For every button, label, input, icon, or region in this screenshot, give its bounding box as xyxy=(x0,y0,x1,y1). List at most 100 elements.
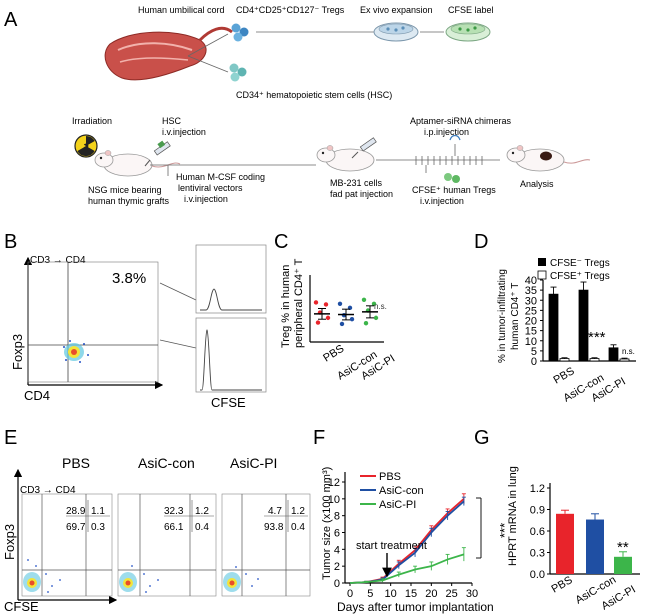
panel-e-gate: CD3 → CD4 xyxy=(20,485,76,496)
panel-f-ytick-label-2: 4 xyxy=(334,544,340,556)
panel-d-ytick-label-7: 35 xyxy=(525,285,537,297)
mb231-mouse-icon xyxy=(316,137,377,172)
panel-f-xtick-label-1: 5 xyxy=(367,588,373,600)
panel-d-ytick-label-6: 30 xyxy=(525,295,537,307)
panel-b-flow: CD3 → CD4 3.8% Foxp3 CD4 CFSE xyxy=(10,244,267,410)
panel-d-cat-pbs: PBS xyxy=(552,365,577,386)
panel-c-significance: n.s. xyxy=(374,302,387,311)
panel-letter-f: F xyxy=(313,427,325,449)
quad-pbs-ur: 1.1 xyxy=(91,506,105,517)
cfse-dish-icon xyxy=(445,22,491,42)
panel-f-significance: *** xyxy=(497,523,512,538)
quad-pi-ur: 1.2 xyxy=(291,506,305,517)
mb231-label-2: fad pat injection xyxy=(330,189,393,199)
panel-d-y-label-2: human CD4⁺ T xyxy=(510,283,521,350)
quad-pbs-ll: 69.7 xyxy=(66,522,86,533)
bar-pbs xyxy=(556,513,574,574)
quad-con-ul: 32.3 xyxy=(164,506,184,517)
panel-f-annotation: start treatment xyxy=(356,540,427,552)
dot-pbs-4 xyxy=(315,320,321,325)
panel-f-ytick-label-4: 8 xyxy=(334,511,340,523)
legend-swatch-cfse-neg xyxy=(538,258,546,266)
dot-asic-pi-4 xyxy=(363,321,369,326)
panel-f-chart: Tumor size (x100 mm³) 0 5 10 15 20 25 30 0 2 4 6 8 1… xyxy=(321,467,512,614)
syringe-icon xyxy=(144,140,171,167)
cfse-histogram-top xyxy=(195,244,267,314)
panel-c-y-label-2: peripheral CD4⁺ T xyxy=(293,258,305,348)
panel-e-y-label: Foxp3 xyxy=(2,524,17,560)
hsc-injection-label-2: i.v.injection xyxy=(162,127,206,137)
quad-con-ll: 66.1 xyxy=(164,522,184,533)
hsc-label: CD34⁺ hematopoietic stem cells (HSC) xyxy=(236,90,392,100)
bar-asic-con xyxy=(586,519,604,574)
legend-pi: AsiC-PI xyxy=(379,499,416,511)
panel-d-ytick-label-2: 10 xyxy=(525,336,537,348)
panel-f-x-label: Days after tumor implantation xyxy=(337,600,494,614)
nsg-label-2: human thymic grafts xyxy=(88,196,170,206)
cfse-tregs-label-1: CFSE⁺ human Tregs xyxy=(412,185,496,195)
dot-pbs-1 xyxy=(323,302,329,307)
nsg-label-1: NSG mice bearing xyxy=(88,185,162,195)
injection-timeline xyxy=(410,134,500,183)
panel-g-y-label: HPRT mRNA in lung xyxy=(507,466,519,566)
bar-cfse-neg-pbs xyxy=(548,293,559,362)
bar-cfse-neg-asic-con xyxy=(578,289,589,362)
radiation-icon xyxy=(74,134,98,158)
panel-d-ytick-label-5: 25 xyxy=(525,305,537,317)
panel-d-sig-strong: *** xyxy=(588,329,606,346)
bar-asic-pi xyxy=(614,556,632,574)
tregs-label: CD4⁺CD25⁺CD127⁻ Tregs xyxy=(236,5,345,15)
legend-swatch-cfse-pos xyxy=(537,270,547,280)
aptamer-label-1: Aptamer-siRNA chimeras xyxy=(410,116,512,126)
panel-f-y-label: Tumor size (x100 mm³) xyxy=(321,467,333,580)
panel-letter-g: G xyxy=(474,427,490,449)
panel-b-y-label: Foxp3 xyxy=(10,334,25,370)
mcsf-label-1: Human M-CSF coding xyxy=(176,172,265,182)
quad-con-ur: 1.2 xyxy=(195,506,209,517)
panel-d-y-label-1: % in tumor-infiltrating xyxy=(497,269,508,363)
panel-f-ytick-label-0: 0 xyxy=(334,578,340,590)
panel-d-ytick-label-3: 15 xyxy=(525,326,537,338)
panel-g-cat-pbs: PBS xyxy=(550,574,575,595)
cfse-tregs-label-2: i.v.injection xyxy=(420,196,464,206)
legend-con: AsiC-con xyxy=(379,485,424,497)
panel-letter-b: B xyxy=(4,231,17,253)
panel-f-xtick-label-3: 15 xyxy=(405,588,417,600)
legend-cfse-pos: CFSE⁺ Tregs xyxy=(550,271,610,282)
irradiation-label: Irradiation xyxy=(72,116,112,126)
panel-g-ytick-label-2: 0.6 xyxy=(530,526,545,538)
panel-f-ytick-label-6: 12 xyxy=(328,477,340,489)
quad-pi-lr: 0.4 xyxy=(291,522,305,533)
dot-asic-pi-1 xyxy=(371,301,377,307)
aptamer-label-2: i.p.injection xyxy=(424,127,469,137)
cfse-histogram-bottom xyxy=(195,317,267,393)
panel-g-significance: ** xyxy=(617,539,629,556)
umbilical-cord-icon xyxy=(104,26,233,81)
quad-con-lr: 0.4 xyxy=(195,522,209,533)
quad-pbs-ul: 28.9 xyxy=(66,506,86,517)
panel-f-legend: PBS AsiC-con AsiC-PI xyxy=(360,471,424,511)
panel-c-cat-pbs: PBS xyxy=(321,343,346,365)
flow-plot-asic-con: 32.3 1.2 66.1 0.4 xyxy=(117,493,217,597)
mcsf-label-2: lentiviral vectors xyxy=(178,183,243,193)
series-line-asic-pi xyxy=(349,553,465,584)
panel-letter-e: E xyxy=(4,427,17,449)
dot-asic-pi-0 xyxy=(361,297,367,302)
panel-e-x-label: CFSE xyxy=(4,599,39,614)
dot-pbs-3 xyxy=(325,315,331,321)
legend-cfse-neg: CFSE⁻ Tregs xyxy=(550,258,610,269)
panel-e-title-con: AsiC-con xyxy=(138,455,195,471)
panel-b-hist-label: CFSE xyxy=(211,395,246,410)
hsc-injection-label-1: HSC xyxy=(162,116,182,126)
panel-f-ytick-label-1: 2 xyxy=(334,561,340,573)
panel-letter-d: D xyxy=(474,231,488,253)
panel-a-schematic: Human umbilical cord CD4⁺CD25⁺CD127⁻ Tre… xyxy=(72,5,591,206)
flow-plot-pbs: 28.9 1.1 69.7 0.3 xyxy=(21,493,113,597)
panel-letter-a: A xyxy=(4,9,18,31)
cord-label: Human umbilical cord xyxy=(138,5,225,15)
bar-cfse-pos-asic-pi xyxy=(619,358,630,362)
mb231-label-1: MB-231 cells xyxy=(330,178,383,188)
panel-g-ytick-label-1: 0.3 xyxy=(530,548,545,560)
